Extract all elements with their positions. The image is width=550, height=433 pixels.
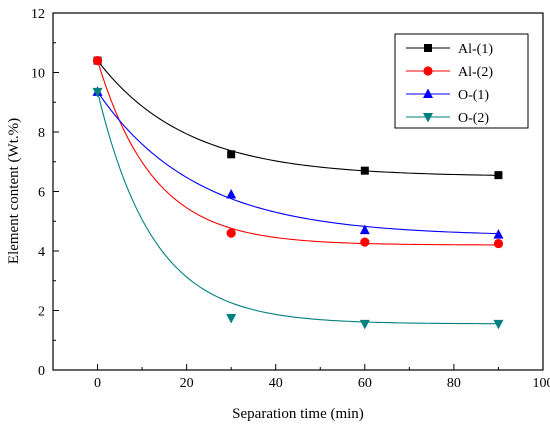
- data-point: [494, 171, 502, 179]
- data-point: [361, 167, 369, 175]
- x-axis-label: Separation time (min): [232, 406, 364, 422]
- y-tick-label: 8: [38, 126, 45, 141]
- data-point: [93, 56, 102, 65]
- y-tick-label: 2: [38, 305, 45, 320]
- data-point: [360, 320, 370, 330]
- data-point: [227, 229, 236, 238]
- data-point: [494, 239, 503, 248]
- y-tick-label: 6: [38, 186, 45, 201]
- legend-label: O-(2): [458, 111, 489, 126]
- data-point: [226, 189, 236, 199]
- x-tick-label: 100: [533, 376, 550, 391]
- y-tick-label: 4: [38, 245, 45, 260]
- x-tick-label: 40: [269, 376, 283, 391]
- y-axis-label: Element content (Wt.%): [6, 118, 22, 264]
- x-tick-label: 80: [447, 376, 461, 391]
- y-tick-label: 10: [31, 67, 45, 82]
- y-tick-label: 12: [31, 7, 45, 22]
- data-point: [226, 314, 236, 324]
- legend-label: Al-(2): [458, 65, 493, 80]
- data-point: [227, 150, 235, 158]
- x-tick-label: 20: [180, 376, 194, 391]
- legend-label: Al-(1): [458, 42, 493, 57]
- legend-label: O-(1): [458, 88, 489, 103]
- legend: Al-(1) Al-(2) O-(1) O-(2): [395, 34, 528, 128]
- y-tick-label: 0: [38, 364, 45, 379]
- data-point: [360, 237, 369, 246]
- data-point: [493, 320, 503, 330]
- x-tick-label: 0: [94, 376, 101, 391]
- x-tick-label: 60: [358, 376, 372, 391]
- legend-marker: [423, 66, 432, 75]
- legend-marker: [424, 44, 432, 52]
